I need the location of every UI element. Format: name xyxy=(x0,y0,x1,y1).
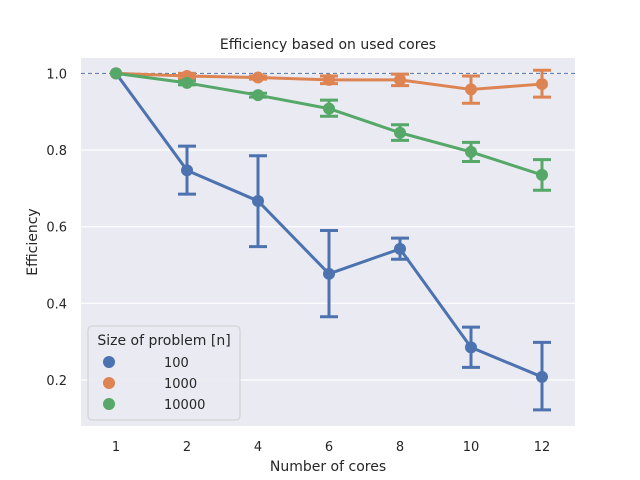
y-tick-label: 0.4 xyxy=(46,297,67,312)
x-tick-label: 8 xyxy=(396,440,404,455)
series-10000 xyxy=(110,67,551,192)
legend-marker xyxy=(103,398,115,410)
data-point xyxy=(465,83,477,96)
x-tick-label: 10 xyxy=(463,440,480,455)
x-tick-label: 1 xyxy=(112,440,120,455)
data-point xyxy=(252,194,264,207)
x-tick-label: 2 xyxy=(183,440,191,455)
x-tick-label: 12 xyxy=(534,440,551,455)
series-100 xyxy=(110,67,551,412)
x-tick-label: 6 xyxy=(325,440,333,455)
y-tick-label: 1.0 xyxy=(46,67,67,82)
series-layer xyxy=(110,67,551,412)
data-point xyxy=(110,67,122,80)
legend-title: Size of problem [n] xyxy=(97,333,230,349)
legend-marker xyxy=(103,377,115,389)
legend: Size of problem [n] 100 1000 10000 xyxy=(87,325,241,421)
y-tick-label: 0.8 xyxy=(46,144,67,159)
data-point xyxy=(465,341,477,354)
data-point xyxy=(536,370,548,383)
y-tick-label: 0.2 xyxy=(46,374,67,389)
y-tick-label: 0.6 xyxy=(46,221,67,236)
data-point xyxy=(536,168,548,181)
legend-box xyxy=(87,325,241,421)
data-point xyxy=(252,89,264,102)
data-point xyxy=(394,73,406,86)
data-point xyxy=(394,126,406,139)
data-point xyxy=(181,76,193,89)
data-point xyxy=(465,145,477,158)
chart-title: Efficiency based on used cores xyxy=(220,37,436,53)
data-point xyxy=(252,71,264,84)
data-point xyxy=(181,164,193,177)
legend-marker xyxy=(103,356,115,368)
data-point xyxy=(323,73,335,86)
data-point xyxy=(323,102,335,115)
x-tick-label: 4 xyxy=(254,440,262,455)
y-axis-label: Efficiency xyxy=(25,208,41,275)
x-axis-label: Number of cores xyxy=(270,459,386,475)
series-1000 xyxy=(110,67,551,105)
data-point xyxy=(394,242,406,255)
legend-label: 10000 xyxy=(164,398,205,413)
legend-items: 100 1000 10000 xyxy=(103,356,205,413)
y-tick-labels: 0.2 0.4 0.6 0.8 1.0 xyxy=(46,67,67,389)
x-tick-labels: 1 2 4 6 8 10 12 xyxy=(112,440,550,455)
data-point xyxy=(536,78,548,91)
legend-label: 100 xyxy=(164,356,189,371)
legend-label: 1000 xyxy=(164,377,197,392)
data-point xyxy=(323,267,335,280)
